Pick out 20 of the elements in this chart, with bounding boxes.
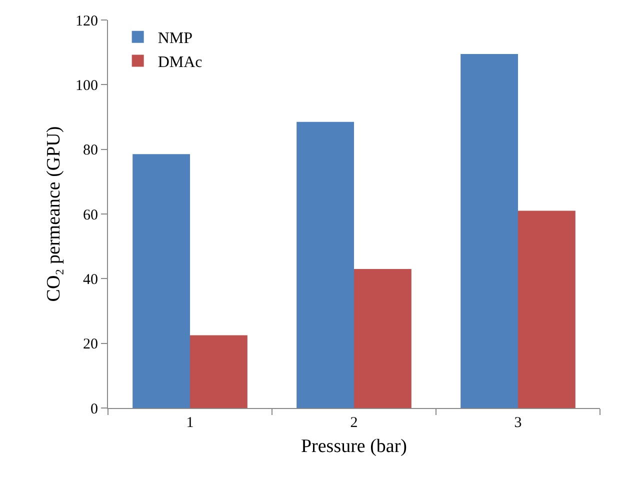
y-tick-label: 60 [83, 207, 98, 224]
x-tick-label: 3 [514, 415, 522, 431]
y-tick-label: 80 [83, 142, 98, 159]
x-axis-title: Pressure (bar) [300, 436, 408, 457]
legend-label: DMAc [158, 54, 202, 71]
bar [460, 54, 518, 408]
x-tick-label: 2 [350, 415, 358, 431]
legend-label: NMP [158, 30, 193, 48]
y-tick-label: 120 [76, 13, 98, 30]
y-tick-label: 100 [76, 78, 98, 94]
bar [518, 210, 576, 408]
y-axis-title: CO₂ permeance (GPU) [43, 126, 64, 302]
y-tick-label: 20 [83, 336, 98, 353]
bar [354, 268, 412, 408]
x-tick-label: 1 [186, 415, 194, 431]
bar [296, 122, 354, 408]
bar [132, 154, 190, 408]
y-tick-label: 40 [83, 272, 98, 288]
y-tick-label: 0 [90, 401, 98, 418]
bar [190, 335, 248, 408]
